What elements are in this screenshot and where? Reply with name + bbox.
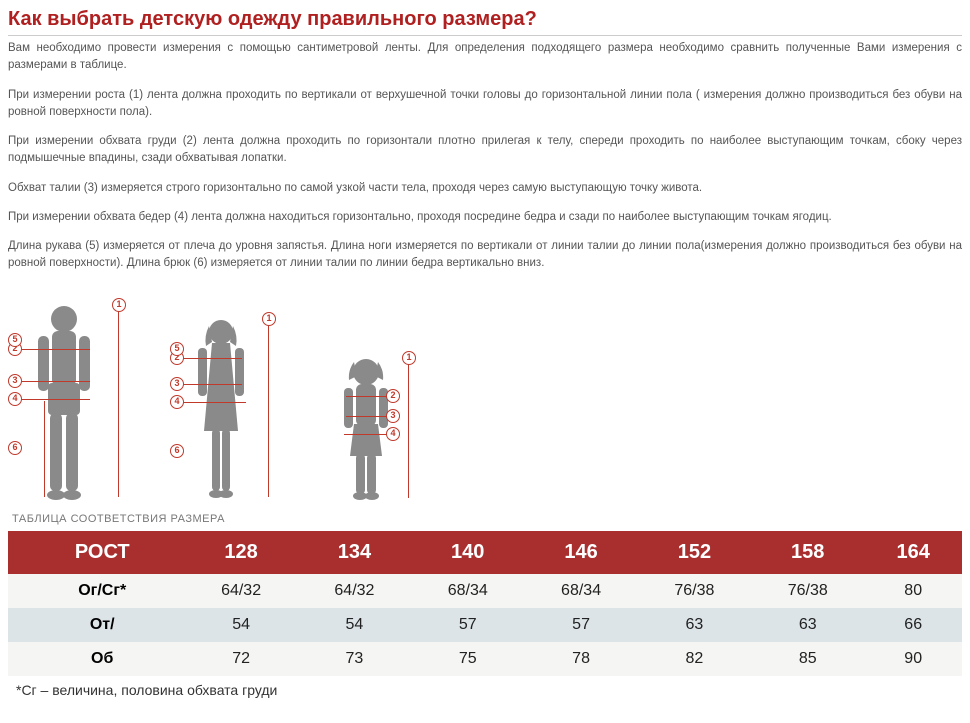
cell: 82 [638,642,751,676]
marker-5-icon: 5 [170,342,184,356]
cell: 78 [524,642,637,676]
silhouette-boy [24,301,104,501]
header-cell: 128 [184,531,297,574]
marker-3-icon: 3 [170,377,184,391]
header-cell: 164 [864,531,962,574]
cell: 90 [864,642,962,676]
header-cell: РОСТ [8,531,184,574]
marker-2-icon: 2 [386,389,400,403]
silhouette-girl [184,316,258,501]
marker-3-icon: 3 [386,409,400,423]
marker-5-icon: 5 [8,333,22,347]
header-cell: 140 [411,531,524,574]
paragraph-1: При измерении роста (1) лента должна про… [8,87,962,122]
marker-1-icon: 1 [112,298,126,312]
marker-6-icon: 6 [170,444,184,458]
cell: 64/32 [184,574,297,608]
figure-girl: 1 2 3 4 5 6 [184,316,294,501]
cell: 54 [184,608,297,642]
table-row: Ог/Сг* 64/32 64/32 68/34 68/34 76/38 76/… [8,574,962,608]
cell: 66 [864,608,962,642]
marker-4-icon: 4 [386,427,400,441]
cell: 57 [524,608,637,642]
size-table: РОСТ 128 134 140 146 152 158 164 Ог/Сг* … [8,531,962,676]
marker-6-icon: 6 [8,441,22,455]
paragraph-3: Обхват талии (3) измеряется строго гориз… [8,180,962,197]
header-cell: 158 [751,531,864,574]
cell: 72 [184,642,297,676]
measurement-figures: 1 2 3 4 5 6 1 2 [8,291,962,501]
cell: 64/32 [298,574,411,608]
header-cell: 134 [298,531,411,574]
header-cell: 146 [524,531,637,574]
row-label: Ог/Сг* [8,574,184,608]
table-header-row: РОСТ 128 134 140 146 152 158 164 [8,531,962,574]
table-row: От/ 54 54 57 57 63 63 66 [8,608,962,642]
marker-3-icon: 3 [8,374,22,388]
cell: 76/38 [638,574,751,608]
marker-1-icon: 1 [262,312,276,326]
cell: 68/34 [524,574,637,608]
paragraph-5: Длина рукава (5) измеряется от плеча до … [8,238,962,273]
cell: 68/34 [411,574,524,608]
figure-boy: 1 2 3 4 5 6 [24,301,144,501]
cell: 73 [298,642,411,676]
cell: 63 [638,608,751,642]
marker-4-icon: 4 [170,395,184,409]
row-label: От/ [8,608,184,642]
row-label: Об [8,642,184,676]
cell: 54 [298,608,411,642]
paragraph-2: При измерении обхвата груди (2) лента до… [8,133,962,168]
cell: 80 [864,574,962,608]
cell: 63 [751,608,864,642]
cell: 76/38 [751,574,864,608]
table-caption: ТАБЛИЦА СООТВЕТСТВИЯ РАЗМЕРА [12,513,962,525]
cell: 57 [411,608,524,642]
cell: 85 [751,642,864,676]
footnote: *Сг – величина, половина обхвата груди [8,682,962,698]
table-row: Об 72 73 75 78 82 85 90 [8,642,962,676]
header-cell: 152 [638,531,751,574]
marker-4-icon: 4 [8,392,22,406]
intro-text: Вам необходимо провести измерения с помо… [8,40,962,75]
paragraph-4: При измерении обхвата бедер (4) лента до… [8,209,962,226]
figure-child: 1 2 3 4 [334,356,434,501]
cell: 75 [411,642,524,676]
marker-1-icon: 1 [402,351,416,365]
page-title: Как выбрать детскую одежду правильного р… [8,8,962,36]
